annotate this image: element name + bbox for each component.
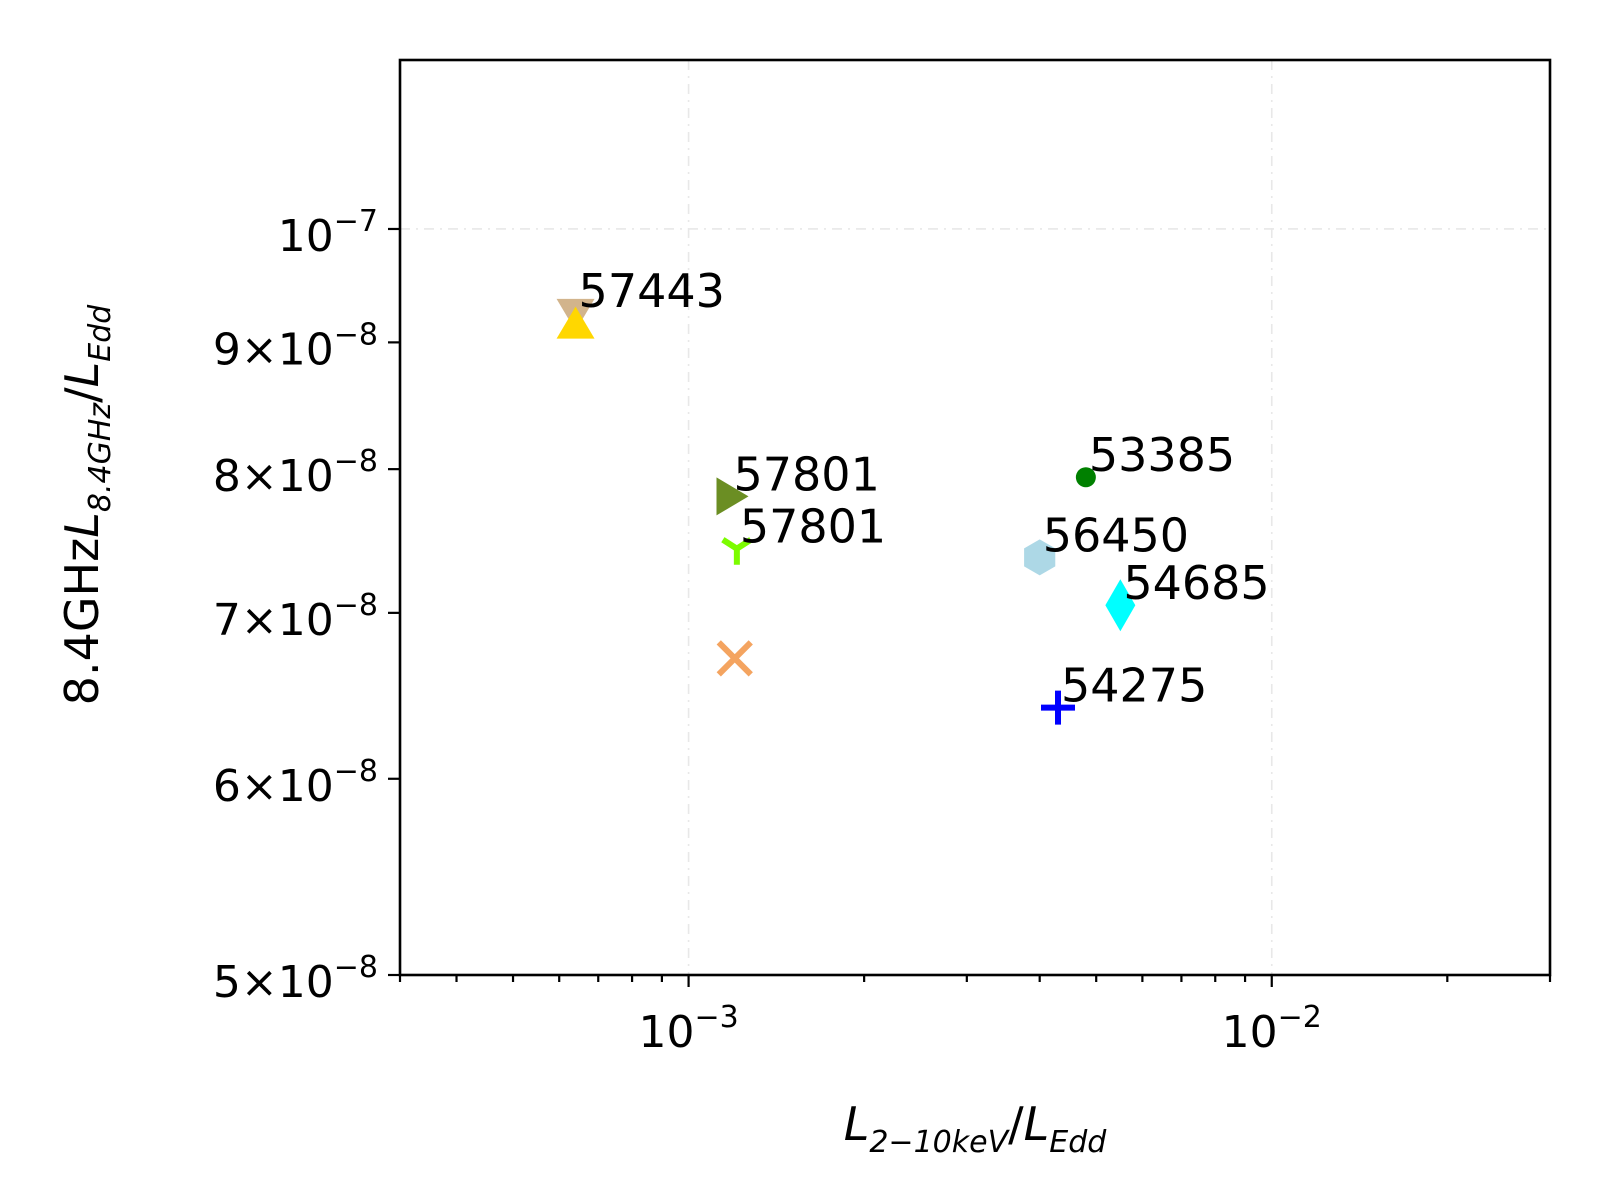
point-label: 54275	[1061, 659, 1207, 713]
point-marker-x	[716, 640, 753, 677]
grid-layer	[400, 60, 1550, 975]
y-tick-label: 6×10−8	[213, 754, 378, 812]
y-axis-label: 8.4GHzL8.4GHz/LEdd	[55, 304, 118, 706]
point-label: 57801	[740, 500, 886, 554]
point-marker-triangle-right	[716, 477, 749, 516]
ticks-layer	[388, 227, 1552, 987]
x-tick-label: 10−2	[1222, 1000, 1322, 1058]
point-label: 56450	[1043, 508, 1189, 562]
point-label: 53385	[1089, 428, 1235, 482]
x-axis-label: L2−10keV/LEdd	[844, 1097, 1108, 1160]
y-tick-label: 9×10−8	[213, 317, 378, 375]
y-tick-label: 8×10−8	[213, 444, 378, 502]
point-marker-triangle-up	[556, 306, 595, 339]
point-label: 57801	[734, 447, 880, 501]
point-marker-hexagon	[1024, 539, 1056, 576]
point-marker-diamond	[1105, 579, 1136, 632]
labels-layer: 10−3 10−2 10−7 9×10−8 8×10−8 7×10−8 6×10−8 5×10…	[55, 204, 1322, 1160]
x-tick-label: 10−3	[638, 1000, 738, 1058]
point-marker-circle	[1075, 467, 1096, 488]
point-label: 57443	[579, 264, 725, 318]
y-tick-label: 10−7	[278, 204, 378, 262]
y-tick-label: 7×10−8	[213, 588, 378, 646]
point-label: 54685	[1123, 556, 1269, 610]
point-marker-plus	[1041, 690, 1075, 725]
points-layer	[556, 298, 1136, 725]
point-marker-tri-down	[721, 537, 753, 565]
plot-frame	[398, 58, 1552, 977]
y-tick-label: 5×10−8	[213, 950, 378, 1008]
